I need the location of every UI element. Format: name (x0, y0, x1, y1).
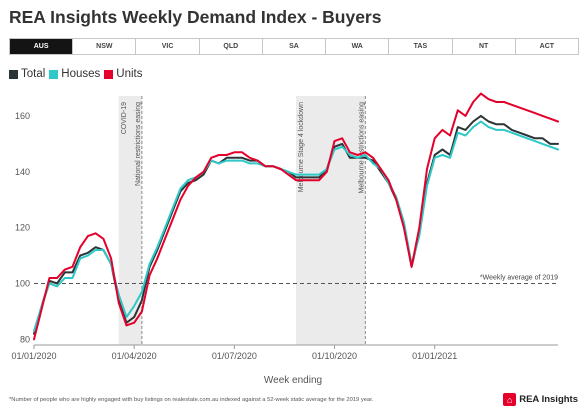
x-tick-label: 01/01/2020 (11, 351, 56, 361)
brand: ⌂ REA Insights (503, 393, 578, 406)
tab-wa[interactable]: WA (326, 39, 390, 54)
region-tabs: AUS NSW VIC QLD SA WA TAS NT ACT (9, 38, 579, 55)
legend-swatch (9, 69, 18, 79)
x-tick-label: 01/10/2020 (312, 351, 357, 361)
legend-label: Units (116, 68, 143, 80)
shaded-period (118, 96, 142, 345)
shaded-periods: COVID-19 National restrictions easing Melb… (118, 96, 366, 345)
tab-vic[interactable]: VIC (136, 39, 200, 54)
y-tick-label: 160 (15, 111, 30, 121)
period-label-secondary: National restrictions easing (135, 102, 142, 186)
tab-qld[interactable]: QLD (200, 39, 263, 54)
page-title: REA Insights Weekly Demand Index - Buyer… (9, 7, 382, 27)
series-group (33, 92, 559, 341)
period-label-secondary: Melbourne restrictions easing (358, 102, 365, 194)
tab-aus[interactable]: AUS (10, 39, 74, 54)
chart-legend: Total Houses Units (9, 68, 147, 80)
period-label: Melbourne Stage 4 lockdown (298, 102, 305, 192)
legend-item-units[interactable]: Units (104, 68, 143, 80)
reference-line-label: *Weekly average of 2019 (480, 275, 558, 282)
y-tick-label: 120 (15, 223, 30, 233)
legend-item-total[interactable]: Total (9, 68, 45, 80)
series-line-houses (33, 120, 559, 332)
x-tick-label: 01/01/2021 (412, 351, 457, 361)
x-tick-label: 01/07/2020 (212, 351, 257, 361)
legend-swatch (49, 69, 59, 79)
reference-line-group: *Weekly average of 2019 (34, 275, 558, 285)
x-axis: 01/01/2020 01/04/2020 01/07/2020 01/10/2020… (11, 344, 558, 361)
period-label: COVID-19 (121, 102, 128, 134)
rea-logo-icon: ⌂ (503, 393, 517, 406)
y-tick-label: 140 (15, 167, 30, 177)
tab-tas[interactable]: TAS (389, 39, 453, 54)
tab-sa[interactable]: SA (263, 39, 327, 54)
x-tick-label: 01/04/2020 (112, 351, 157, 361)
footnote: *Number of people who are highly engaged… (9, 397, 374, 403)
brand-name: REA Insights (519, 394, 578, 405)
tab-nt[interactable]: NT (453, 39, 516, 54)
tab-act[interactable]: ACT (539, 43, 555, 50)
y-axis: 80 100 120 140 160 (15, 111, 30, 344)
legend-swatch (104, 69, 114, 79)
x-axis-title: Week ending (264, 375, 322, 386)
tab-nsw[interactable]: NSW (73, 39, 137, 54)
legend-label: Houses (61, 68, 101, 80)
y-tick-label: 100 (15, 279, 30, 289)
series-line-units (33, 92, 559, 341)
y-tick-label: 80 (20, 334, 30, 344)
legend-label: Total (21, 68, 46, 80)
shaded-period (296, 96, 366, 345)
legend-item-houses[interactable]: Houses (49, 68, 100, 80)
